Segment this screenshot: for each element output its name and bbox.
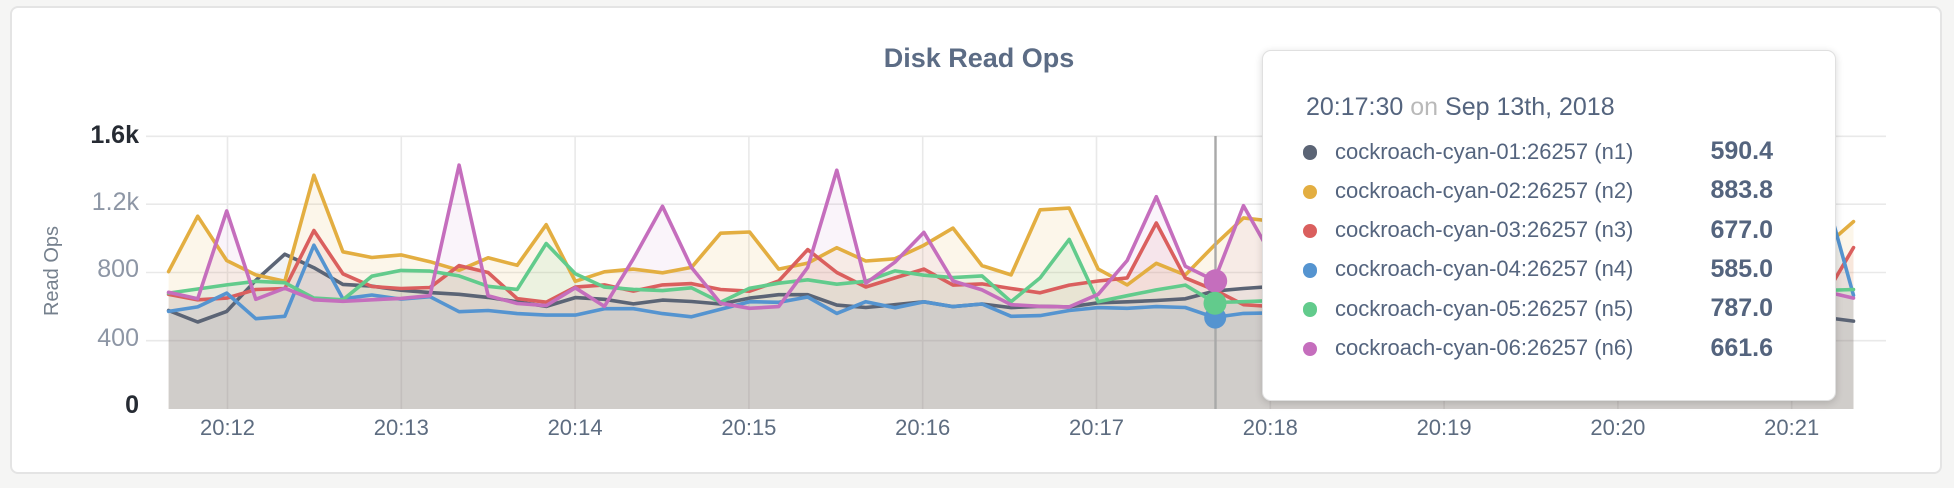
svg-text:20:18: 20:18: [1243, 415, 1298, 440]
svg-text:20:12: 20:12: [200, 415, 255, 440]
svg-text:400: 400: [97, 324, 139, 352]
svg-text:20:20: 20:20: [1590, 415, 1645, 440]
svg-text:20:19: 20:19: [1417, 415, 1472, 440]
svg-text:800: 800: [97, 255, 139, 283]
svg-text:20:16: 20:16: [895, 415, 950, 440]
svg-text:20:15: 20:15: [721, 415, 776, 440]
svg-text:Read Ops: Read Ops: [41, 226, 63, 316]
svg-text:20:14: 20:14: [548, 415, 603, 440]
svg-text:20:21: 20:21: [1764, 415, 1819, 440]
svg-text:0: 0: [125, 391, 139, 419]
svg-text:20:13: 20:13: [374, 415, 429, 440]
svg-text:1.2k: 1.2k: [92, 188, 140, 216]
svg-text:20:17: 20:17: [1069, 415, 1124, 440]
svg-text:1.6k: 1.6k: [90, 121, 139, 149]
svg-text:Disk Read Ops: Disk Read Ops: [884, 43, 1075, 73]
